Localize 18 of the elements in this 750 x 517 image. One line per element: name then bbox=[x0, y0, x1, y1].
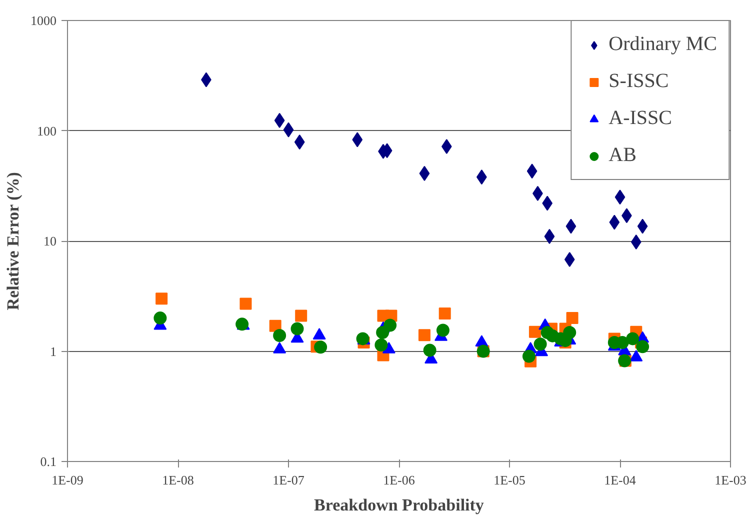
x-axis-title: Breakdown Probability bbox=[314, 496, 484, 514]
legend-label: A-ISSC bbox=[608, 107, 672, 130]
x-tick-label: 1E-05 bbox=[494, 472, 526, 488]
y-tick-label: 0.1 bbox=[40, 454, 56, 469]
y-tick-label: 100 bbox=[37, 123, 56, 138]
x-tick-label: 1E-08 bbox=[162, 472, 194, 488]
legend-label: AB bbox=[608, 144, 636, 167]
y-tick-label: 10 bbox=[44, 234, 56, 248]
x-tick-label: 1E-04 bbox=[604, 472, 636, 488]
x-tick-label: 1E-03 bbox=[714, 472, 746, 488]
legend-label: S-ISSC bbox=[608, 70, 669, 93]
x-tick-label: 1E-07 bbox=[272, 472, 305, 488]
x-tick-label: 1E-06 bbox=[383, 472, 416, 488]
y-tick-label: 1 bbox=[50, 344, 56, 359]
x-tick-label: 1E-09 bbox=[52, 472, 84, 488]
y-axis-title: Relative Error (%) bbox=[4, 172, 22, 310]
y-tick-label: 1000 bbox=[30, 13, 56, 28]
legend-label: Ordinary MC bbox=[608, 33, 717, 56]
